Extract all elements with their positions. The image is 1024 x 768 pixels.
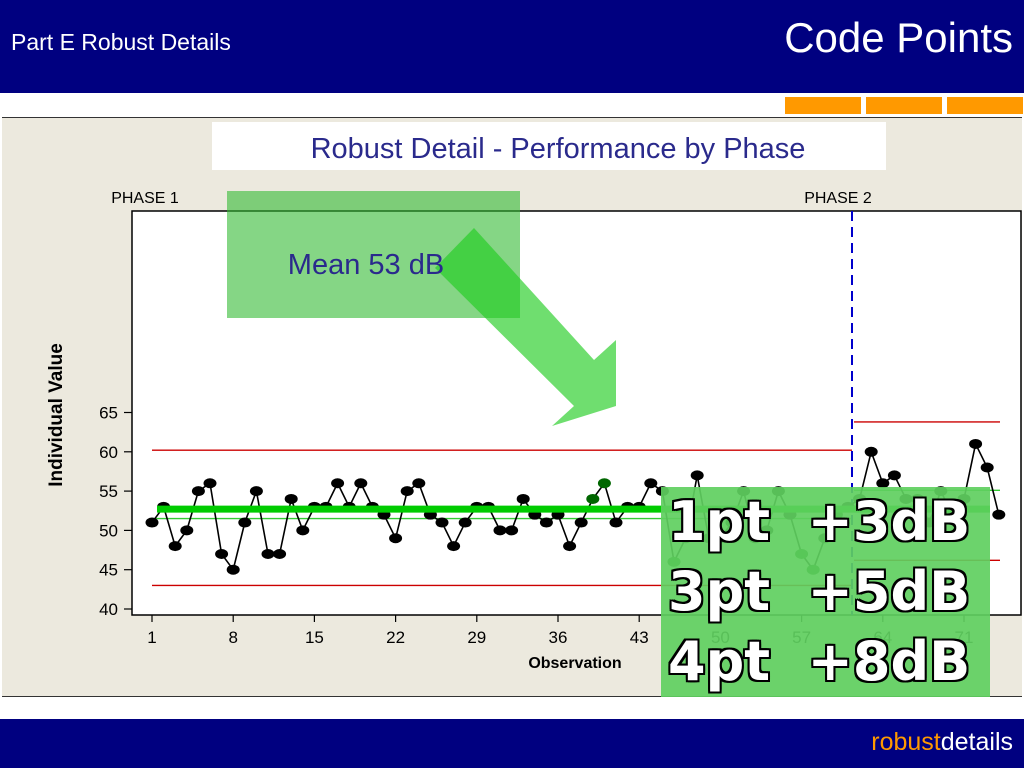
- brand-logo: robustdetails: [871, 728, 1013, 757]
- y-tick-label: 50: [99, 521, 118, 540]
- chart-title: Robust Detail - Performance by Phase: [311, 133, 806, 165]
- y-tick-label: 45: [99, 561, 118, 580]
- data-point: [168, 541, 182, 552]
- data-point: [400, 486, 414, 497]
- x-tick-label: 8: [228, 628, 237, 647]
- section-title: Part E Robust Details: [11, 29, 231, 55]
- y-tick-label: 60: [99, 443, 118, 462]
- data-point: [145, 517, 159, 528]
- data-point: [273, 548, 287, 559]
- callout-line-1: 1pt +3dB: [668, 490, 971, 553]
- brand-part-1: robust: [871, 728, 941, 756]
- brand-part-2: details: [940, 728, 1013, 756]
- mean-arrow: [435, 228, 616, 426]
- data-point: [586, 493, 600, 504]
- chart-title-box: [212, 122, 886, 170]
- data-point: [864, 446, 878, 457]
- phase-1-label: PHASE 1: [111, 190, 179, 207]
- phase-2-label: PHASE 2: [804, 190, 872, 207]
- data-point: [226, 564, 240, 575]
- x-tick-label: 29: [467, 628, 486, 647]
- data-point: [412, 478, 426, 489]
- accent-bar-2: [866, 97, 942, 114]
- data-point: [493, 525, 507, 536]
- accent-bar-1: [785, 97, 861, 114]
- data-point: [516, 493, 530, 504]
- data-point: [284, 493, 298, 504]
- callout-line-2: 3pt +5dB: [668, 560, 971, 623]
- y-tick-label: 40: [99, 600, 118, 619]
- x-axis-label: Observation: [528, 655, 621, 672]
- data-point: [597, 478, 611, 489]
- data-point: [574, 517, 588, 528]
- header-bar: Part E Robust Details Code Points: [0, 0, 1024, 93]
- data-point: [609, 517, 623, 528]
- improvement-callout: [661, 487, 990, 697]
- data-point: [261, 548, 275, 559]
- x-tick-label: 15: [305, 628, 324, 647]
- y-tick-label: 55: [99, 482, 118, 501]
- data-point: [249, 486, 263, 497]
- x-tick-label: 36: [549, 628, 568, 647]
- data-point: [447, 541, 461, 552]
- data-point: [354, 478, 368, 489]
- data-point: [238, 517, 252, 528]
- footer-bar: robustdetails: [0, 719, 1024, 768]
- data-point: [969, 438, 983, 449]
- data-point: [435, 517, 449, 528]
- data-point: [296, 525, 310, 536]
- mean-callout-text: Mean 53 dB: [288, 249, 444, 281]
- data-point: [876, 478, 890, 489]
- data-point: [505, 525, 519, 536]
- slide-title: Code Points: [784, 14, 1013, 61]
- data-point: [458, 517, 472, 528]
- y-tick-label: 65: [99, 404, 118, 423]
- data-point: [980, 462, 994, 473]
- data-point: [563, 541, 577, 552]
- data-point: [180, 525, 194, 536]
- data-point: [992, 509, 1006, 520]
- x-tick-label: 1: [147, 628, 156, 647]
- accent-bar-3: [947, 97, 1023, 114]
- data-point: [389, 533, 403, 544]
- data-point: [644, 478, 658, 489]
- data-point: [539, 517, 553, 528]
- callout-line-3: 4pt +8dB: [668, 630, 971, 693]
- x-tick-label: 22: [386, 628, 405, 647]
- data-point: [203, 478, 217, 489]
- data-point: [215, 548, 229, 559]
- data-point: [887, 470, 901, 481]
- x-tick-label: 43: [630, 628, 649, 647]
- data-point: [331, 478, 345, 489]
- data-point: [191, 486, 205, 497]
- data-point: [690, 470, 704, 481]
- y-axis-label: Individual Value: [46, 343, 67, 487]
